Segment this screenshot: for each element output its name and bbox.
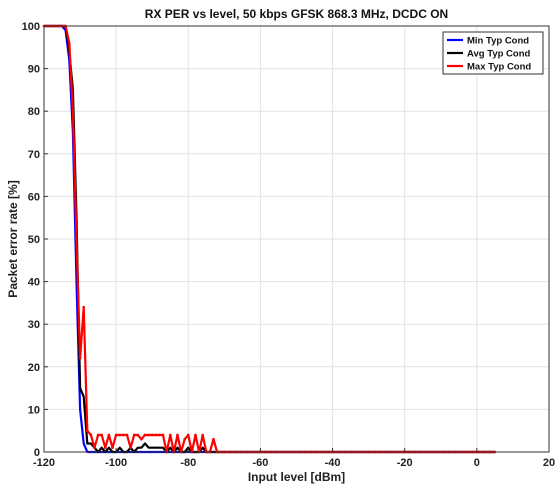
x-tick-label: -80 <box>180 457 196 469</box>
series-point <box>75 237 78 241</box>
y-tick-label: 50 <box>28 234 40 246</box>
series-point <box>212 437 215 441</box>
legend-items: Min Typ Cond Avg Typ Cond Max Typ Cond <box>447 36 531 73</box>
series-point <box>96 433 100 437</box>
x-tick-label: 0 <box>474 457 480 469</box>
series-point <box>125 433 129 437</box>
x-tick-label: -60 <box>252 457 268 469</box>
series-point <box>154 433 158 437</box>
series-point <box>114 433 118 437</box>
series-point <box>67 41 71 45</box>
x-axis-label: Input level [dBm] <box>248 470 345 484</box>
series-point <box>183 437 186 441</box>
series-point <box>100 433 104 437</box>
x-tick-label: -120 <box>33 457 55 469</box>
x-tick-label: -20 <box>397 457 413 469</box>
series-point <box>143 433 147 437</box>
y-tick-label: 40 <box>28 277 40 289</box>
y-axis-label: Packet error rate [%] <box>6 180 20 297</box>
series-point <box>111 446 114 450</box>
y-tick-label: 30 <box>28 319 40 331</box>
x-tick-label: -40 <box>325 457 341 469</box>
legend-label: Max Typ Cond <box>467 62 531 73</box>
series-point <box>132 433 136 437</box>
series-point <box>150 433 154 437</box>
legend-label: Avg Typ Cond <box>467 49 531 60</box>
series-point <box>122 433 125 437</box>
grid-layer <box>43 25 550 453</box>
series-point <box>85 429 89 433</box>
series-point <box>140 437 143 441</box>
series-point <box>118 433 122 437</box>
y-tick-label: 70 <box>28 149 40 161</box>
series-point <box>158 433 161 437</box>
y-tick-label: 10 <box>28 404 40 416</box>
series-point <box>78 356 82 360</box>
series-point <box>107 433 111 437</box>
series-point <box>104 446 107 450</box>
series-point <box>71 109 75 113</box>
y-tick-label: 100 <box>22 21 40 33</box>
series-point <box>201 433 205 437</box>
series-point <box>168 433 172 437</box>
series-point <box>176 433 179 437</box>
series-point <box>161 433 165 437</box>
tick-layer: -120 -100 -80 -60 -40 -20 0 20 0 10 20 30 40 50 60 70 80… <box>22 21 555 469</box>
x-tick-label: -100 <box>105 457 127 469</box>
y-tick-label: 60 <box>28 191 40 203</box>
series-point <box>147 433 150 437</box>
series-point <box>186 433 190 437</box>
series-point <box>82 305 85 309</box>
series-point <box>89 433 93 437</box>
series-point <box>136 433 140 437</box>
y-tick-label: 0 <box>34 447 40 459</box>
legend: Min Typ Cond Avg Typ Cond Max Typ Cond <box>442 31 544 75</box>
y-tick-label: 80 <box>28 106 40 118</box>
y-tick-label: 20 <box>28 362 40 374</box>
series-point <box>129 446 132 450</box>
chart-title: RX PER vs level, 50 kbps GFSK 868.3 MHz,… <box>145 7 448 21</box>
y-tick-label: 90 <box>28 64 40 76</box>
series-point <box>93 446 96 450</box>
series-point <box>194 433 197 437</box>
legend-label: Min Typ Cond <box>467 36 529 47</box>
x-tick-label: 20 <box>543 457 555 469</box>
